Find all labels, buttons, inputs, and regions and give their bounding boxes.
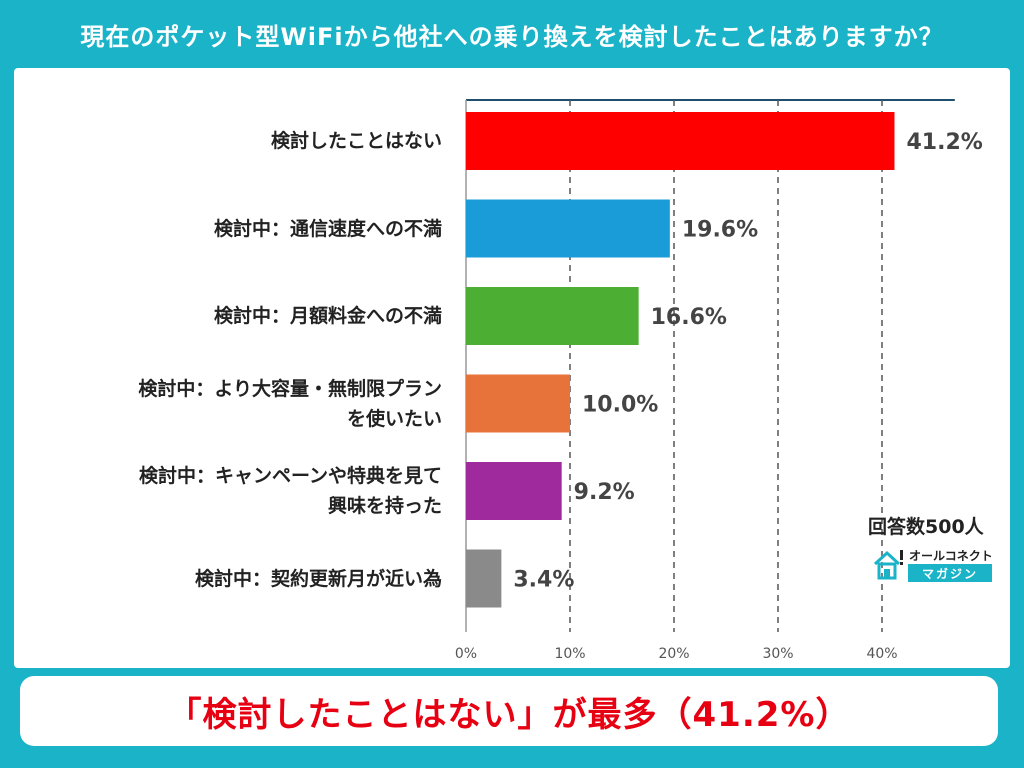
category-label-line: 検討中：契約更新月が近い為 [194, 567, 442, 590]
logo-main-text: オールコネクト [909, 549, 993, 563]
category-label-line: 検討中：キャンペーンや特典を見て [138, 465, 442, 487]
bar [466, 287, 639, 345]
category-label: 検討中：契約更新月が近い為 [195, 564, 442, 594]
chart-title: 現在のポケット型WiFiから他社への乗り換えを検討したことはありますか？ [80, 22, 944, 51]
category-label-line: 検討中：通信速度への不満 [213, 217, 442, 240]
x-tick-label: 0% [455, 646, 477, 662]
category-label-line: 検討中：より大容量・無制限プラン [138, 377, 442, 400]
bar [466, 462, 562, 520]
bar-value-label: 41.2% [906, 130, 982, 155]
category-label-line: 検討中：月額料金への不満 [213, 305, 442, 327]
category-label: 検討中：通信速度への不満 [214, 214, 442, 244]
category-label-line: 検討したことはない [270, 130, 442, 152]
summary-text: 「検討したことはない」が最多（41.2%） [167, 694, 851, 735]
respondent-count: 回答数500人 [868, 516, 984, 538]
bar-value-label: 9.2% [574, 480, 635, 505]
summary-banner: 「検討したことはない」が最多（41.2%） [20, 676, 998, 746]
logo-sub-text: マガジン [908, 564, 992, 582]
category-label: 検討中：キャンペーンや特典を見て興味を持った [139, 461, 442, 521]
x-tick-label: 10% [554, 646, 585, 662]
category-label: 検討中：月額料金への不満 [214, 301, 442, 331]
bar-value-label: 19.6% [682, 218, 758, 243]
bar [466, 549, 502, 608]
category-label-line: 興味を持った [327, 495, 442, 517]
bar-value-label: 16.6% [651, 305, 727, 330]
category-label: 検討中：より大容量・無制限プランを使いたい [138, 374, 442, 434]
bar-value-label: 3.4% [513, 568, 574, 593]
category-label: 検討したことはない [271, 126, 442, 156]
x-tick-label: 20% [658, 646, 689, 662]
house-icon [873, 550, 903, 580]
x-tick-label: 30% [762, 646, 793, 662]
bar [466, 112, 895, 170]
x-tick-label: 40% [866, 646, 897, 662]
category-label-line: を使いたい [346, 407, 442, 430]
bar [466, 199, 670, 258]
bar-value-label: 10.0% [582, 393, 658, 418]
brand-logo: オールコネクト マガジン [872, 546, 1002, 586]
bar [466, 374, 570, 433]
